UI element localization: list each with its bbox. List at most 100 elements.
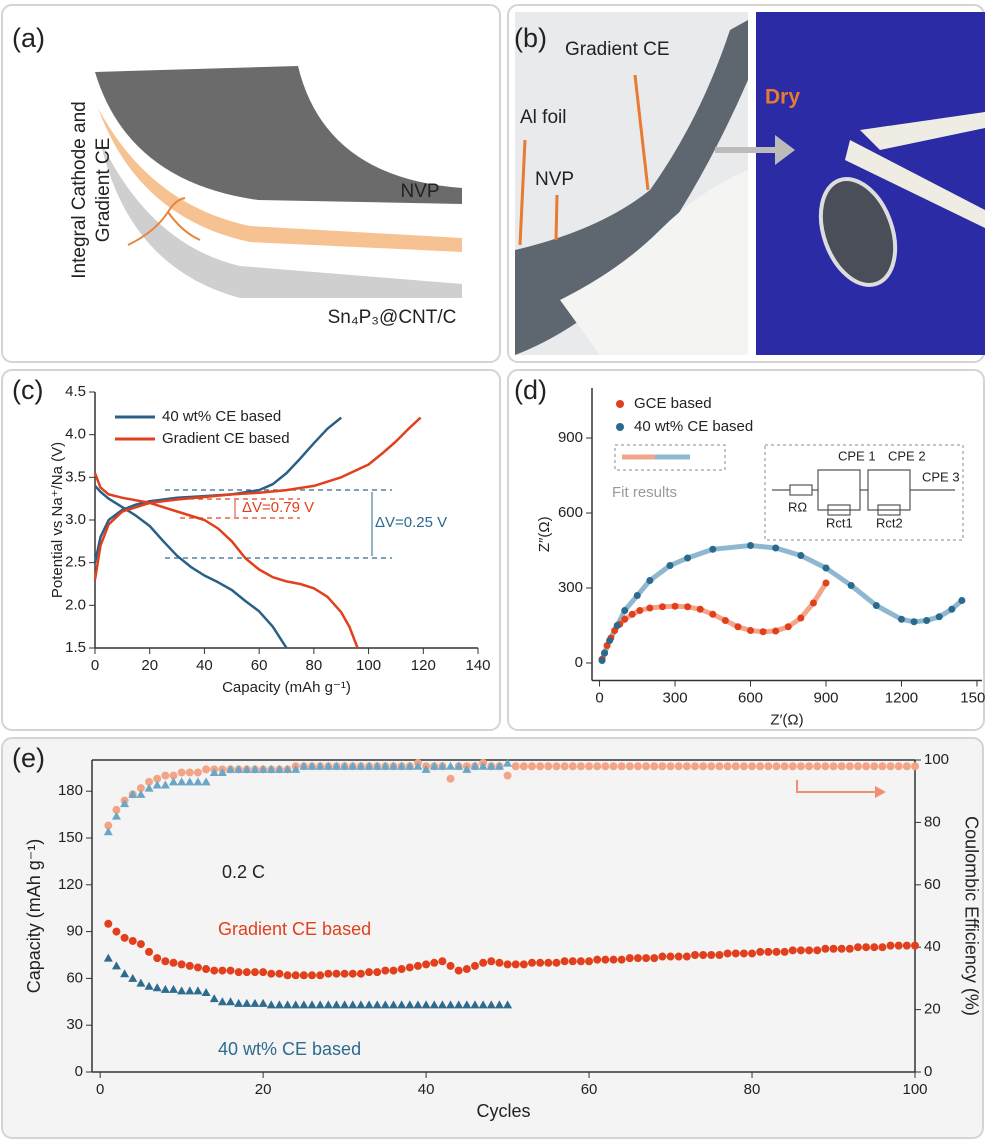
marker (145, 947, 154, 956)
circuit-label: CPE 2 (888, 448, 926, 463)
marker (617, 762, 626, 771)
marker (438, 957, 447, 966)
circuit-label: Rct2 (876, 515, 903, 530)
marker (307, 1000, 317, 1009)
layer-label: NVP (400, 181, 439, 202)
marker (747, 627, 755, 634)
marker (805, 946, 814, 955)
marker (153, 774, 162, 783)
marker (772, 627, 780, 635)
panel-label: (d) (514, 375, 547, 405)
x-tick-label: 300 (663, 689, 688, 706)
marker (666, 952, 675, 961)
marker (813, 762, 822, 771)
marker (847, 582, 855, 589)
marker (299, 1000, 309, 1009)
marker (797, 614, 805, 622)
axis-arrow (796, 780, 875, 793)
marker (862, 943, 871, 952)
y-axis-label: Potential vs Na⁺/Na (V) (49, 442, 66, 598)
marker (112, 927, 121, 936)
marker (772, 544, 780, 552)
marker (747, 542, 755, 549)
marker (748, 762, 757, 771)
marker (397, 761, 407, 770)
marker (935, 613, 943, 621)
marker (585, 957, 594, 966)
marker (536, 762, 545, 771)
marker (878, 762, 887, 771)
marker (636, 607, 644, 614)
marker (413, 761, 423, 770)
marker (446, 761, 456, 770)
marker (568, 762, 577, 771)
marker (111, 811, 121, 820)
marker (380, 1000, 390, 1009)
marker (633, 762, 642, 771)
marker (503, 771, 512, 780)
arrow (715, 135, 795, 165)
marker (258, 764, 268, 773)
marker (218, 966, 227, 975)
legend-swatch (616, 423, 624, 431)
marker (552, 762, 561, 771)
y2-tick-label: 80 (924, 813, 941, 830)
marker (340, 969, 349, 978)
marker (601, 762, 610, 771)
foil (560, 170, 748, 355)
x-tick-label: 900 (813, 689, 838, 706)
marker (405, 963, 414, 972)
marker (478, 1000, 488, 1009)
y-tick-label: 30 (66, 1016, 83, 1033)
y-axis-label: Capacity (mAh g⁻¹) (24, 839, 44, 994)
marker (136, 789, 146, 798)
marker (756, 762, 765, 771)
marker (291, 971, 300, 980)
annotation: ΔV=0.25 V (375, 514, 447, 531)
marker (193, 986, 203, 995)
marker (796, 946, 805, 955)
x-tick-label: 40 (196, 657, 213, 674)
marker (152, 780, 162, 789)
x-tick-label: 40 (418, 1081, 435, 1098)
marker (413, 1000, 423, 1009)
marker (707, 951, 716, 959)
marker (671, 602, 679, 610)
circuit (772, 469, 955, 516)
marker (209, 994, 219, 1003)
marker (621, 615, 629, 623)
marker (690, 951, 699, 959)
panel-label: (a) (12, 23, 45, 53)
marker (104, 821, 113, 830)
marker (853, 762, 862, 771)
marker (429, 761, 439, 770)
marker (837, 944, 846, 953)
marker (650, 954, 659, 963)
marker (748, 949, 757, 958)
marker (772, 947, 781, 956)
marker (666, 762, 675, 771)
marker (429, 1000, 439, 1009)
marker (646, 604, 654, 612)
x-tick-label: 100 (902, 1081, 927, 1098)
y2-tick-label: 100 (924, 751, 949, 768)
marker (136, 978, 146, 987)
y-tick-label: 180 (58, 782, 83, 799)
marker (111, 961, 121, 970)
marker (829, 762, 838, 771)
marker (478, 761, 488, 770)
annotation: 0.2 C (222, 862, 265, 882)
marker (911, 941, 919, 950)
photo-label: Dry (765, 86, 800, 109)
marker (519, 762, 528, 771)
marker (160, 984, 170, 993)
marker (103, 827, 113, 836)
marker (323, 761, 333, 770)
x-axis-label: Capacity (mAh g⁻¹) (222, 679, 351, 696)
panel-label: (b) (514, 23, 547, 53)
marker (234, 998, 244, 1007)
marker (437, 1000, 447, 1009)
marker (128, 936, 137, 945)
marker (437, 761, 447, 770)
marker (234, 764, 244, 773)
